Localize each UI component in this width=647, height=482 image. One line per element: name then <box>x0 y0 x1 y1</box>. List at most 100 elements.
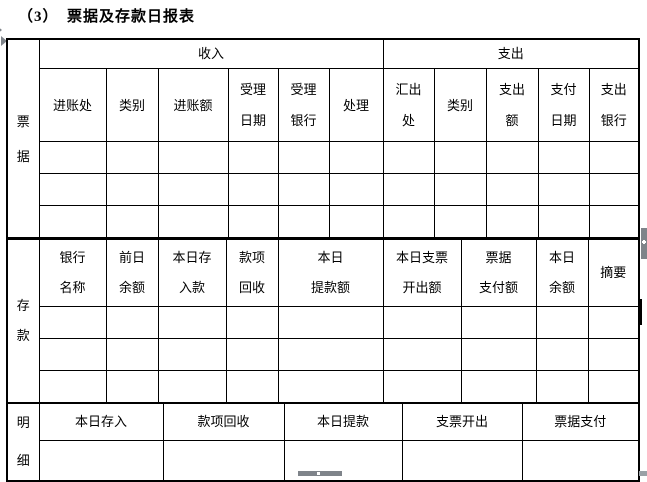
header-cell: 支出 额 <box>485 68 539 142</box>
empty-cell[interactable] <box>105 205 159 239</box>
empty-cell[interactable] <box>277 305 384 339</box>
empty-cell[interactable] <box>277 337 384 371</box>
header-cell: 本日存入 <box>38 402 164 442</box>
empty-cell[interactable] <box>382 173 435 206</box>
empty-cell[interactable] <box>105 141 159 174</box>
empty-cell[interactable] <box>537 141 590 174</box>
empty-cell[interactable] <box>225 305 279 339</box>
empty-cell[interactable] <box>277 141 330 174</box>
details-section-label: 明 细 <box>6 402 40 482</box>
empty-cell[interactable] <box>38 369 107 403</box>
empty-cell[interactable] <box>157 337 227 371</box>
empty-cell[interactable] <box>460 337 537 371</box>
empty-cell[interactable] <box>587 337 640 371</box>
empty-cell[interactable] <box>521 440 640 482</box>
empty-cell[interactable] <box>157 141 229 174</box>
empty-cell[interactable] <box>38 337 107 371</box>
empty-cell[interactable] <box>157 305 227 339</box>
empty-cell[interactable] <box>433 173 487 206</box>
empty-cell[interactable] <box>588 141 640 174</box>
page-title: （3） 票据及存款日报表 <box>18 9 196 25</box>
header-cell: 前日 余额 <box>105 238 159 307</box>
header-cell: 本日 余额 <box>535 238 589 307</box>
empty-cell[interactable] <box>277 369 384 403</box>
empty-cell[interactable] <box>537 205 590 239</box>
header-cell: 进账额 <box>157 68 229 142</box>
bottom-handle-artifact <box>298 471 342 476</box>
income-group-header: 收入 <box>38 38 384 69</box>
empty-cell[interactable] <box>460 369 537 403</box>
header-cell: 款项 回收 <box>225 238 279 307</box>
header-cell: 类别 <box>105 68 159 142</box>
table-row <box>7 305 640 339</box>
empty-cell[interactable] <box>227 141 279 174</box>
header-cell: 本日 提款额 <box>277 238 384 307</box>
empty-cell[interactable] <box>433 205 487 239</box>
details-section: 明 细 本日存入 款项回收 本日提款 支票开出 票据支付 <box>6 402 640 482</box>
empty-cell[interactable] <box>587 305 640 339</box>
empty-cell[interactable] <box>535 305 589 339</box>
empty-cell[interactable] <box>588 205 640 239</box>
empty-cell[interactable] <box>328 141 384 174</box>
table-row <box>7 337 640 371</box>
empty-cell[interactable] <box>227 173 279 206</box>
header-cell: 进账处 <box>38 68 107 142</box>
empty-cell[interactable] <box>485 173 539 206</box>
empty-cell[interactable] <box>105 173 159 206</box>
empty-cell[interactable] <box>225 337 279 371</box>
empty-cell[interactable] <box>485 205 539 239</box>
empty-cell[interactable] <box>38 141 107 174</box>
empty-cell[interactable] <box>485 141 539 174</box>
header-cell: 汇出 处 <box>382 68 435 142</box>
table-move-handle-icon[interactable] <box>0 25 10 49</box>
empty-cell[interactable] <box>105 369 159 403</box>
empty-cell[interactable] <box>382 369 462 403</box>
empty-cell[interactable] <box>105 337 159 371</box>
header-cell: 本日存 入款 <box>157 238 227 307</box>
header-cell: 类别 <box>433 68 487 142</box>
empty-cell[interactable] <box>157 173 229 206</box>
empty-cell[interactable] <box>537 173 590 206</box>
arrow-icon <box>0 25 2 35</box>
empty-cell[interactable] <box>382 205 435 239</box>
arrow-icon <box>1 36 7 46</box>
empty-cell[interactable] <box>382 141 435 174</box>
empty-cell[interactable] <box>535 369 589 403</box>
empty-cell[interactable] <box>38 205 107 239</box>
header-cell: 支票开出 <box>401 402 523 442</box>
table-row <box>7 173 640 206</box>
header-cell: 摘要 <box>587 238 640 307</box>
empty-cell[interactable] <box>227 205 279 239</box>
deposits-section: 存 款 银行 名称 前日 余额 本日存 入款 款项 回收 本日 提款额 本日支票… <box>6 237 640 404</box>
empty-cell[interactable] <box>277 205 330 239</box>
empty-cell[interactable] <box>162 440 285 482</box>
header-cell: 款项回收 <box>162 402 285 442</box>
empty-cell[interactable] <box>157 369 227 403</box>
empty-cell[interactable] <box>225 369 279 403</box>
table-row <box>7 205 640 239</box>
table-row <box>7 369 640 403</box>
empty-cell[interactable] <box>433 141 487 174</box>
empty-cell[interactable] <box>535 337 589 371</box>
empty-cell[interactable] <box>157 205 229 239</box>
empty-cell[interactable] <box>382 305 462 339</box>
empty-cell[interactable] <box>38 173 107 206</box>
empty-cell[interactable] <box>328 205 384 239</box>
empty-cell[interactable] <box>401 440 523 482</box>
table-resize-handle[interactable] <box>639 471 647 476</box>
empty-cell[interactable] <box>277 173 330 206</box>
right-edge-mark-artifact <box>638 299 642 325</box>
header-cell: 银行 名称 <box>38 238 107 307</box>
empty-cell[interactable] <box>382 337 462 371</box>
empty-cell[interactable] <box>460 305 537 339</box>
empty-cell[interactable] <box>328 173 384 206</box>
bills-section: 票 据 收入 支出 进账处 类别 进账额 受理 日期 受理 银行 处理 汇出 处… <box>6 38 641 239</box>
header-cell: 支出 银行 <box>588 68 640 142</box>
empty-cell[interactable] <box>38 440 164 482</box>
empty-cell[interactable] <box>588 173 640 206</box>
header-cell: 受理 日期 <box>227 68 279 142</box>
empty-cell[interactable] <box>587 369 640 403</box>
empty-cell[interactable] <box>38 305 107 339</box>
empty-cell[interactable] <box>105 305 159 339</box>
